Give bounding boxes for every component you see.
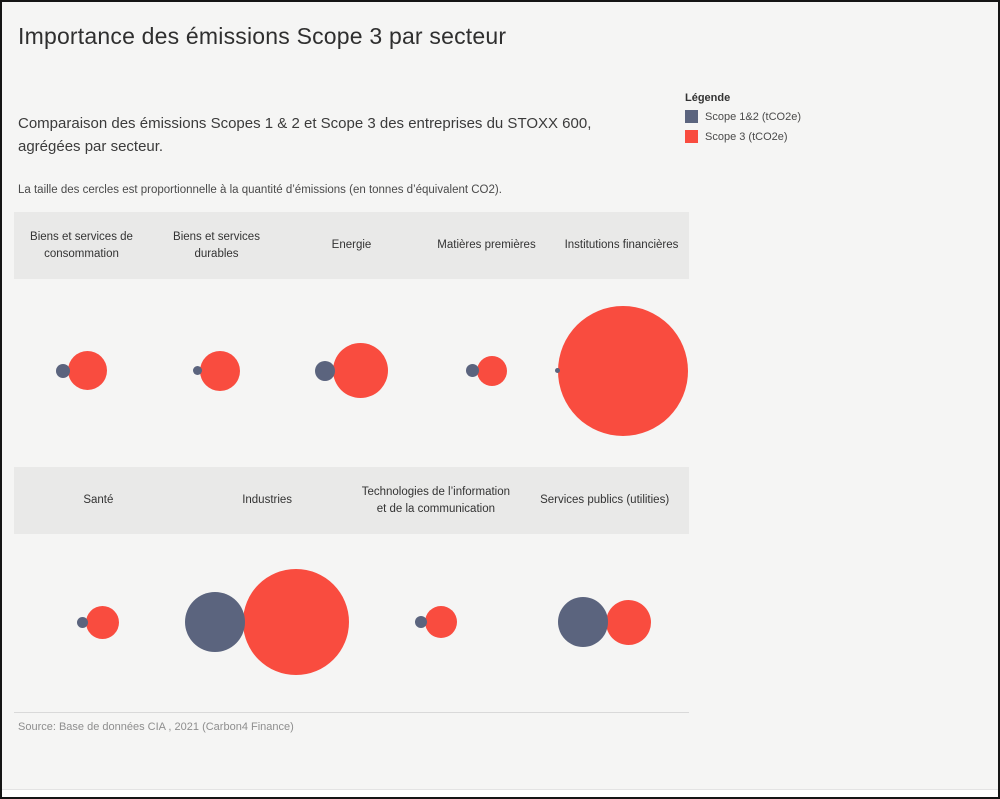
bubble-chart: Biens et services de consommation Biens e… bbox=[14, 212, 689, 702]
sector-header-label: Energie bbox=[331, 239, 372, 252]
sector-header: Biens et services durables bbox=[149, 212, 284, 279]
sector-header-label: Services publics (utilities) bbox=[540, 494, 670, 507]
bubble-pair bbox=[183, 542, 352, 702]
bubble-pair bbox=[419, 279, 554, 462]
sector-header: Biens et services de consommation bbox=[14, 212, 149, 279]
sector-header-label: Biens et services de consommation bbox=[30, 231, 133, 260]
footer-divider bbox=[14, 712, 689, 713]
scope3-bubble[interactable] bbox=[68, 351, 107, 390]
sector-header-label: Institutions financières bbox=[564, 239, 679, 252]
legend-item-label: Scope 3 (tCO2e) bbox=[705, 130, 788, 143]
bubble-pair bbox=[14, 279, 149, 462]
scope12-bubble[interactable] bbox=[77, 616, 89, 628]
scope12-bubble[interactable] bbox=[555, 368, 560, 373]
scope12-swatch-icon bbox=[685, 110, 698, 123]
scope12-bubble[interactable] bbox=[414, 616, 427, 628]
legend-item-scope12[interactable]: Scope 1&2 (tCO2e) bbox=[685, 110, 985, 123]
sector-header-label: Industries bbox=[242, 494, 293, 507]
sector-header-row: Biens et services de consommation Biens e… bbox=[14, 212, 689, 279]
row-gap bbox=[14, 462, 689, 467]
chart-subtitle: Comparaison des émissions Scopes 1 & 2 e… bbox=[18, 115, 592, 156]
sector-header: Santé bbox=[14, 467, 183, 534]
bubble-plot-row bbox=[14, 534, 689, 702]
scope3-bubble[interactable] bbox=[86, 605, 120, 639]
scope12-bubble[interactable] bbox=[193, 366, 202, 375]
bubble-pair bbox=[352, 542, 521, 702]
bubble-pair bbox=[14, 542, 183, 702]
legend-item-label: Scope 1&2 (tCO2e) bbox=[705, 110, 801, 123]
scope12-bubble[interactable] bbox=[185, 592, 246, 652]
sector-header: Industries bbox=[183, 467, 352, 534]
sector-header-label: Matières premières bbox=[437, 239, 536, 252]
legend-item-scope3[interactable]: Scope 3 (tCO2e) bbox=[685, 130, 985, 143]
scope12-bubble[interactable] bbox=[558, 597, 609, 647]
sector-header: Technologies de l’information et de la c… bbox=[352, 467, 521, 534]
sector-header: Services publics (utilities) bbox=[520, 467, 689, 534]
sector-header: Matières premières bbox=[419, 212, 554, 279]
sector-header-row: Santé Industries Technologies de l’informa… bbox=[14, 467, 689, 534]
bubble-pair bbox=[149, 279, 284, 462]
sector-header-label: Santé bbox=[83, 494, 114, 507]
scope3-bubble[interactable] bbox=[424, 606, 457, 638]
bubble-pair bbox=[284, 279, 419, 462]
source-caption: Source: Base de données CIA , 2021 (Carb… bbox=[18, 721, 294, 733]
sector-header: Institutions financières bbox=[554, 212, 689, 279]
scope3-bubble[interactable] bbox=[606, 599, 652, 645]
legend: Légende Scope 1&2 (tCO2e) Scope 3 (tCO2e… bbox=[685, 92, 985, 150]
size-note: La taille des cercles est proportionnell… bbox=[18, 184, 502, 196]
scope3-bubble[interactable] bbox=[333, 343, 388, 398]
scope3-swatch-icon bbox=[685, 130, 698, 143]
legend-title: Légende bbox=[685, 92, 731, 104]
scope12-bubble[interactable] bbox=[315, 360, 335, 381]
bubble-pair bbox=[520, 542, 689, 702]
page-title: Importance des émissions Scope 3 par sec… bbox=[18, 23, 507, 49]
scope12-bubble[interactable] bbox=[466, 364, 479, 377]
scope3-bubble[interactable] bbox=[558, 305, 688, 436]
sector-header-label: Biens et services durables bbox=[173, 231, 260, 260]
scope3-bubble[interactable] bbox=[200, 350, 240, 391]
bubble-pair bbox=[554, 279, 689, 462]
sector-header: Energie bbox=[284, 212, 419, 279]
bubble-plot-row bbox=[14, 279, 689, 462]
scope12-bubble[interactable] bbox=[56, 363, 70, 378]
scope3-bubble[interactable] bbox=[477, 355, 507, 386]
scope3-bubble[interactable] bbox=[243, 569, 350, 675]
sector-header-label: Technologies de l’information et de la c… bbox=[361, 486, 511, 515]
